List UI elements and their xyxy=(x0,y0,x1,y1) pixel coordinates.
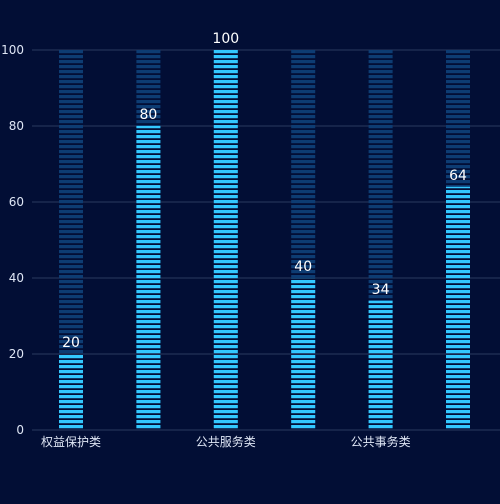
bar-value-label: 34 xyxy=(372,282,390,298)
y-axis: 0 20 40 60 80 100 xyxy=(1,43,24,437)
bar xyxy=(446,186,470,430)
x-tick-label: 公共服务类 xyxy=(196,434,256,449)
bar-value-label: 64 xyxy=(449,168,467,184)
bar-value-label: 20 xyxy=(62,335,80,351)
bar xyxy=(213,50,238,430)
y-tick-label: 40 xyxy=(9,271,24,285)
bar xyxy=(59,354,83,430)
bar xyxy=(368,300,393,430)
bar xyxy=(136,126,161,430)
bar-value-label: 40 xyxy=(294,259,312,275)
bar xyxy=(291,278,316,430)
y-tick-label: 60 xyxy=(9,195,24,209)
y-tick-label: 80 xyxy=(9,119,24,133)
y-tick-label: 100 xyxy=(1,43,24,57)
x-tick-label: 公共事务类 xyxy=(351,434,411,449)
data-labels: 20 80 100 40 34 64 xyxy=(62,31,467,351)
y-tick-label: 20 xyxy=(9,347,24,361)
y-tick-label: 0 xyxy=(16,423,24,437)
bar-tracks xyxy=(59,50,470,430)
x-axis: 权益保护类 公共服务类 公共事务类 xyxy=(41,434,411,449)
grid-lines xyxy=(32,49,500,431)
bar-value-label: 100 xyxy=(212,31,239,47)
x-tick-label: 权益保护类 xyxy=(41,435,101,449)
bars xyxy=(59,50,470,430)
bar-value-label: 80 xyxy=(139,107,157,123)
